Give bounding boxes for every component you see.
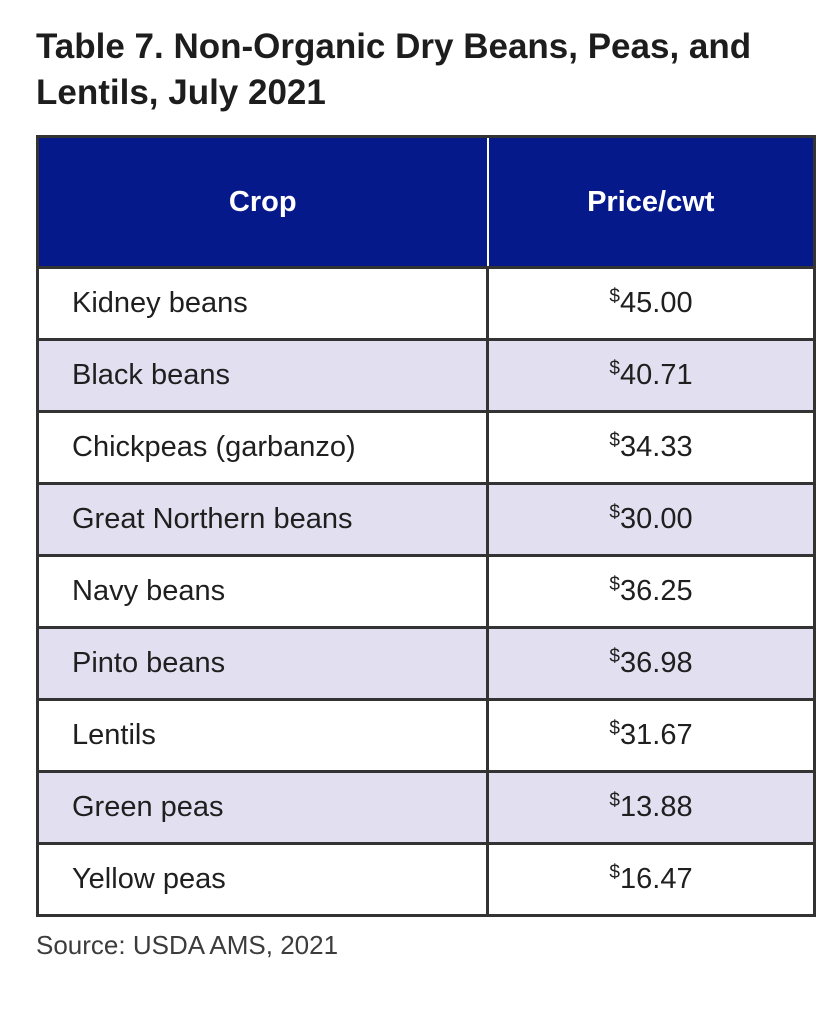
table-row: Yellow peas $16.47 [37, 842, 815, 916]
crop-cell: Kidney beans [37, 266, 488, 340]
price-cell: $36.98 [486, 626, 815, 700]
dollar-sign: $ [609, 574, 620, 595]
crop-cell: Black beans [37, 338, 488, 412]
price-value: 31.67 [620, 719, 693, 751]
dollar-sign: $ [609, 790, 620, 811]
crop-cell: Chickpeas (garbanzo) [37, 410, 488, 484]
price-value: 36.25 [620, 575, 693, 607]
price-table: Crop Price/cwt Kidney beans $45.00 Black… [36, 135, 816, 917]
page: Table 7. Non-Organic Dry Beans, Peas, an… [36, 27, 816, 960]
price-cell: $31.67 [486, 698, 815, 772]
table-row: Green peas $13.88 [37, 770, 815, 844]
dollar-sign: $ [609, 718, 620, 739]
dollar-sign: $ [609, 646, 620, 667]
dollar-sign: $ [609, 358, 620, 379]
header-row: Crop Price/cwt [37, 136, 815, 268]
table-row: Kidney beans $45.00 [37, 266, 815, 340]
price-value: 34.33 [620, 431, 693, 463]
dollar-sign: $ [609, 430, 620, 451]
price-cell: $13.88 [486, 770, 815, 844]
table-row: Black beans $40.71 [37, 338, 815, 412]
price-cell: $30.00 [486, 482, 815, 556]
price-cell: $36.25 [486, 554, 815, 628]
source-note: Source: USDA AMS, 2021 [36, 930, 339, 960]
price-cell: $34.33 [486, 410, 815, 484]
price-cell: $16.47 [486, 842, 815, 916]
crop-cell: Yellow peas [37, 842, 488, 916]
price-cell: $45.00 [486, 266, 815, 340]
column-header-price: Price/cwt [486, 136, 815, 268]
table-row: Pinto beans $36.98 [37, 626, 815, 700]
table-row: Lentils $31.67 [37, 698, 815, 772]
price-value: 13.88 [620, 791, 693, 823]
price-value: 16.47 [620, 863, 693, 895]
dollar-sign: $ [609, 862, 620, 883]
crop-cell: Great Northern beans [37, 482, 488, 556]
price-value: 40.71 [620, 359, 693, 391]
price-value: 30.00 [620, 503, 693, 535]
price-value: 45.00 [620, 287, 693, 319]
dollar-sign: $ [609, 286, 620, 307]
price-cell: $40.71 [486, 338, 815, 412]
crop-cell: Lentils [37, 698, 488, 772]
crop-cell: Green peas [37, 770, 488, 844]
crop-cell: Navy beans [37, 554, 488, 628]
table-row: Chickpeas (garbanzo) $34.33 [37, 410, 815, 484]
table-row: Great Northern beans $30.00 [37, 482, 815, 556]
dollar-sign: $ [609, 502, 620, 523]
crop-cell: Pinto beans [37, 626, 488, 700]
table-row: Navy beans $36.25 [37, 554, 815, 628]
price-value: 36.98 [620, 647, 693, 679]
column-header-crop: Crop [37, 136, 488, 268]
page-title: Table 7. Non-Organic Dry Beans, Peas, an… [36, 27, 752, 112]
